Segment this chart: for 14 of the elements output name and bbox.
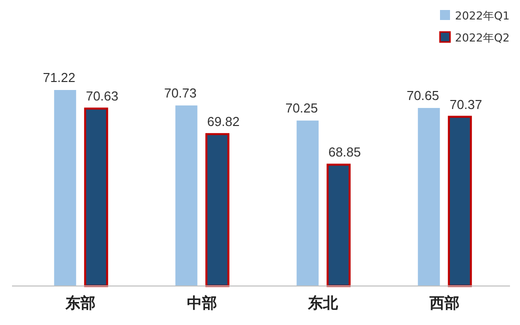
legend-label: 2022年Q2 xyxy=(455,32,510,44)
x-tick-label: 东北 xyxy=(307,294,340,312)
data-label: 70.37 xyxy=(450,96,482,112)
x-tick-label: 中部 xyxy=(186,294,217,312)
x-tick-label: 西部 xyxy=(428,294,460,312)
x-tick-label: 东部 xyxy=(64,294,96,312)
data-label: 69.82 xyxy=(207,114,240,130)
data-label: 71.22 xyxy=(42,70,76,85)
data-label: 68.85 xyxy=(328,144,361,160)
data-label: 70.65 xyxy=(406,88,440,103)
data-label: 70.73 xyxy=(164,85,197,100)
data-label: 70.25 xyxy=(285,100,318,116)
data-label: 70.63 xyxy=(86,88,118,104)
legend-label: 2022年Q1 xyxy=(455,10,510,22)
